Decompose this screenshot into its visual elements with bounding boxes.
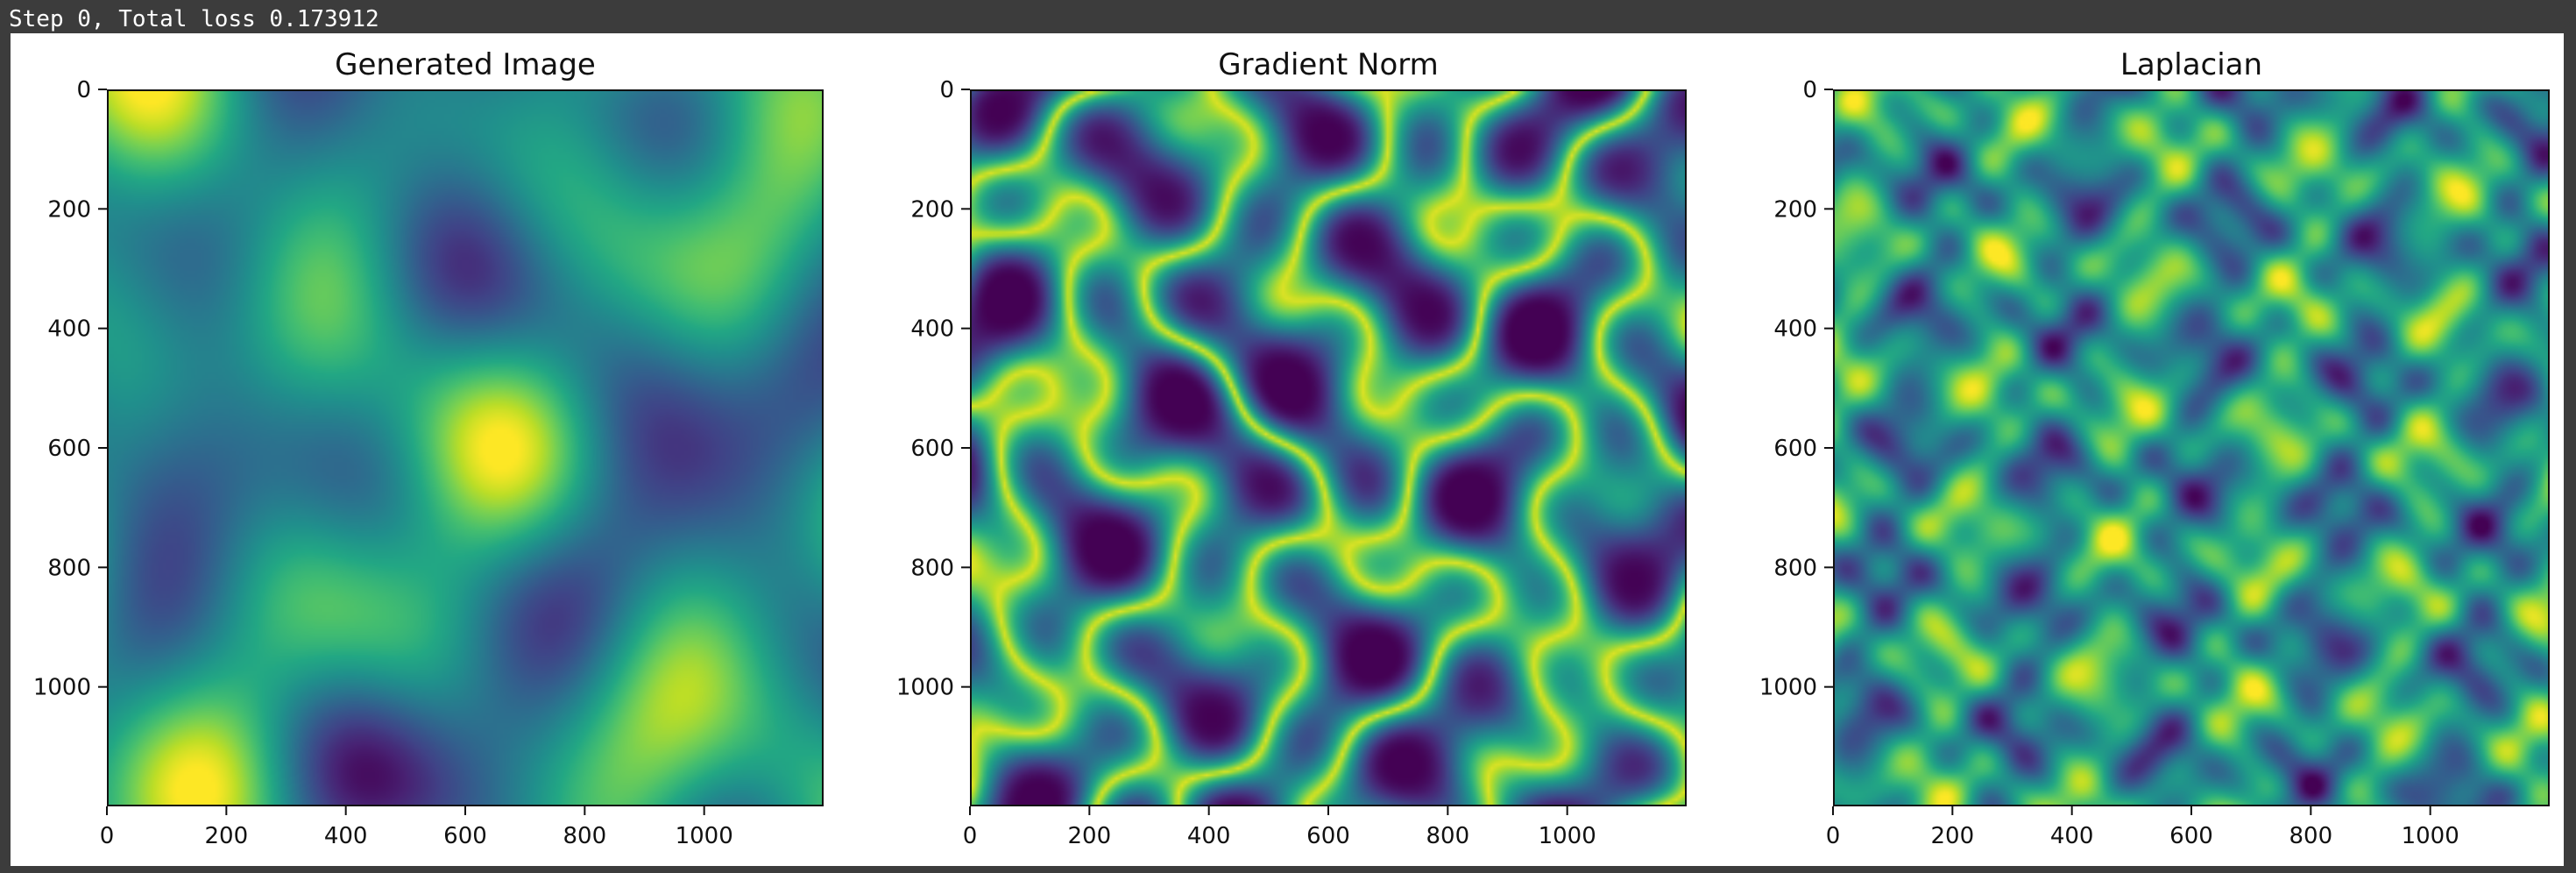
heatmap-plot-area <box>1833 89 2550 806</box>
y-tick-label: 800 <box>47 555 91 581</box>
heatmap-plot-area <box>970 89 1687 806</box>
panel-title: Laplacian <box>2120 47 2263 82</box>
x-tick-label: 1000 <box>1539 823 1596 849</box>
y-tick-label: 1000 <box>1759 675 1817 701</box>
x-tick-label: 200 <box>1068 823 1112 849</box>
y-tick-label: 1000 <box>33 675 91 701</box>
generated-image-heatmap <box>109 91 822 805</box>
y-tick-label: 400 <box>910 316 954 343</box>
x-tick-label: 800 <box>563 823 607 849</box>
panel-title: Gradient Norm <box>1218 47 1439 82</box>
x-tick-label: 0 <box>963 823 978 849</box>
gradient-norm-heatmap <box>972 91 1685 805</box>
y-tick-label: 400 <box>47 316 91 343</box>
panel-gradient-norm: Gradient Norm 0 200 400 600 800 1000 0 200 400 6… <box>874 33 1741 866</box>
y-tick-label: 600 <box>910 436 954 462</box>
y-tick-label: 200 <box>1773 196 1817 223</box>
x-tick-label: 600 <box>443 823 487 849</box>
x-tick-label: 600 <box>2169 823 2213 849</box>
panel-title: Generated Image <box>335 47 596 82</box>
x-axis-ticks: 0 200 400 600 800 1000 <box>100 806 733 849</box>
training-status-text: Step 0, Total loss 0.173912 <box>9 6 379 32</box>
x-tick-label: 200 <box>1931 823 1975 849</box>
heatmap-plot-area <box>107 89 824 806</box>
x-tick-label: 0 <box>1826 823 1841 849</box>
y-tick-label: 0 <box>939 77 954 103</box>
y-tick-label: 0 <box>1802 77 1817 103</box>
x-tick-label: 800 <box>2289 823 2333 849</box>
x-tick-label: 400 <box>2050 823 2094 849</box>
x-tick-label: 1000 <box>676 823 733 849</box>
x-tick-label: 400 <box>1187 823 1231 849</box>
y-axis-ticks: 0 200 400 600 800 1000 <box>33 77 107 701</box>
y-tick-label: 800 <box>1773 555 1817 581</box>
matplotlib-figure: Generated Image 0 200 400 600 800 1000 0 200 40… <box>11 33 2564 866</box>
y-axis-ticks: 0 200 400 600 800 1000 <box>1759 77 1833 701</box>
y-tick-label: 600 <box>1773 436 1817 462</box>
y-axis-ticks: 0 200 400 600 800 1000 <box>896 77 970 701</box>
x-tick-label: 0 <box>100 823 115 849</box>
y-tick-label: 1000 <box>896 675 954 701</box>
panel-generated-image: Generated Image 0 200 400 600 800 1000 0 200 40… <box>11 33 878 866</box>
x-tick-label: 800 <box>1426 823 1470 849</box>
x-tick-label: 400 <box>324 823 368 849</box>
x-tick-label: 200 <box>205 823 249 849</box>
y-tick-label: 800 <box>910 555 954 581</box>
panel-laplacian: Laplacian 0 200 400 600 800 1000 0 200 400 600 80… <box>1737 33 2576 866</box>
y-tick-label: 0 <box>76 77 91 103</box>
y-tick-label: 400 <box>1773 316 1817 343</box>
x-tick-label: 600 <box>1306 823 1350 849</box>
y-tick-label: 600 <box>47 436 91 462</box>
y-tick-label: 200 <box>910 196 954 223</box>
x-tick-label: 1000 <box>2402 823 2459 849</box>
y-tick-label: 200 <box>47 196 91 223</box>
x-axis-ticks: 0 200 400 600 800 1000 <box>963 806 1596 849</box>
laplacian-heatmap <box>1835 91 2548 805</box>
x-axis-ticks: 0 200 400 600 800 1000 <box>1826 806 2459 849</box>
